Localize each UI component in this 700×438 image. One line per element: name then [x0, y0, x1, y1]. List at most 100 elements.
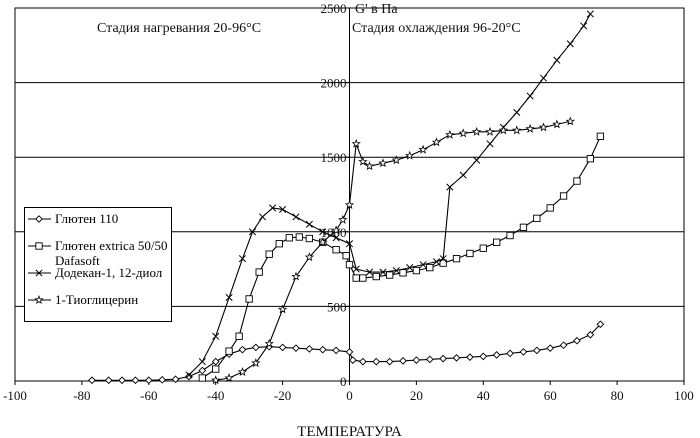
x-tick-label: -80 — [73, 388, 90, 403]
x-tick-label: 80 — [611, 388, 624, 403]
data-point — [286, 235, 292, 241]
data-point — [339, 216, 346, 223]
data-point — [343, 252, 349, 258]
legend-marker — [25, 211, 53, 226]
data-point — [560, 342, 566, 348]
legend-symbol — [35, 296, 42, 303]
data-point — [333, 347, 339, 353]
x-tick-label: -20 — [274, 388, 291, 403]
data-point — [266, 251, 272, 257]
x-tick-label: 100 — [674, 388, 694, 403]
data-point — [379, 159, 386, 166]
data-point — [574, 178, 580, 184]
data-point — [554, 57, 560, 63]
data-point — [487, 141, 493, 147]
data-point — [400, 358, 406, 364]
data-point — [239, 255, 245, 261]
series-line — [189, 14, 590, 375]
data-point — [413, 267, 419, 273]
data-point — [373, 358, 379, 364]
y-tick-label: 2000 — [321, 76, 347, 91]
data-point — [159, 377, 165, 383]
data-point — [276, 241, 282, 247]
data-point — [453, 355, 459, 361]
data-point — [400, 270, 406, 276]
x-tick-label: 40 — [477, 388, 490, 403]
legend-symbol — [36, 216, 42, 222]
data-point — [353, 140, 360, 147]
data-point — [493, 239, 499, 245]
legend-label: Додекан-1, 12-диол — [55, 265, 162, 280]
data-point — [574, 338, 580, 344]
data-point — [296, 234, 302, 240]
data-point — [567, 41, 573, 47]
heating-stage-label: Стадия нагревания 20-96°С — [97, 21, 261, 37]
modulus-unit-label: G' в Па — [355, 2, 398, 18]
data-point — [239, 368, 246, 375]
data-point — [253, 344, 259, 350]
data-point — [467, 250, 473, 256]
data-point — [350, 357, 356, 363]
data-point — [507, 350, 513, 356]
legend-marker — [25, 238, 53, 253]
data-point — [540, 75, 546, 81]
data-point — [226, 294, 232, 300]
data-point — [246, 296, 252, 302]
data-point — [132, 377, 138, 383]
data-point — [239, 346, 245, 352]
data-point — [346, 201, 353, 208]
cooling-stage-label: Стадия охлаждения 96-20°С — [352, 21, 521, 37]
data-point — [406, 152, 413, 159]
x-tick-label: -40 — [207, 388, 224, 403]
data-point — [105, 377, 111, 383]
data-point — [279, 344, 285, 350]
x-tick-label: 60 — [544, 388, 557, 403]
data-point — [480, 353, 486, 359]
data-point — [427, 264, 433, 270]
legend-marker — [25, 265, 53, 280]
data-point — [460, 172, 466, 178]
data-point — [534, 215, 540, 221]
series-3 — [186, 11, 594, 378]
x-tick-label: -100 — [3, 388, 27, 403]
data-point — [547, 205, 553, 211]
data-point — [360, 358, 366, 364]
data-point — [306, 346, 312, 352]
series-2 — [199, 133, 603, 381]
legend-symbol — [36, 243, 42, 249]
data-point — [366, 162, 373, 169]
data-point — [553, 121, 560, 128]
data-point — [320, 346, 326, 352]
data-point — [293, 214, 299, 220]
data-point — [419, 146, 426, 153]
data-point — [473, 157, 479, 163]
data-point — [460, 130, 467, 137]
data-point — [480, 245, 486, 251]
data-point — [440, 355, 446, 361]
data-point — [597, 133, 603, 139]
data-point — [353, 275, 359, 281]
data-point — [500, 127, 507, 134]
data-point — [213, 333, 219, 339]
data-point — [513, 127, 520, 134]
x-tick-label: 0 — [346, 388, 353, 403]
data-point — [587, 155, 593, 161]
data-point — [413, 357, 419, 363]
data-point — [567, 118, 574, 125]
data-point — [236, 333, 242, 339]
data-point — [580, 23, 586, 29]
data-point — [560, 193, 566, 199]
data-point — [514, 109, 520, 115]
legend-label: 1-Тиоглицерин — [55, 292, 138, 307]
data-point — [213, 366, 219, 372]
data-point — [256, 269, 262, 275]
data-point — [527, 93, 533, 99]
data-point — [507, 232, 513, 238]
data-point — [520, 224, 526, 230]
data-point — [346, 349, 352, 355]
data-point — [386, 358, 392, 364]
data-point — [225, 374, 232, 381]
legend-label: Глютен extrica 50/50 Dafasoft — [55, 238, 173, 268]
series-line — [202, 136, 600, 378]
data-point — [333, 247, 339, 253]
